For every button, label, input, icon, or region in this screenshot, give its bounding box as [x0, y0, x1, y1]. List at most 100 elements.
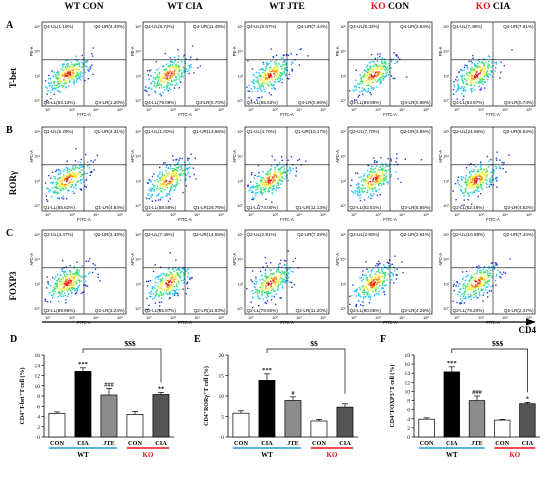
event-dot: [480, 168, 482, 171]
event-dot: [473, 68, 475, 70]
event-dot: [262, 186, 265, 189]
event-dot: [360, 180, 363, 182]
event-dot: [371, 77, 374, 79]
event-dot: [371, 173, 374, 175]
event-dot: [382, 75, 385, 78]
event-dot: [458, 71, 460, 73]
y-axis-label: APC-A: [29, 150, 34, 163]
event-dot: [355, 172, 357, 174]
event-dot: [368, 176, 371, 179]
event-dot: [474, 189, 476, 192]
event-dot: [458, 283, 460, 285]
event-dot: [463, 195, 465, 197]
x-tick-label: 10⁴: [502, 316, 508, 320]
event-dot: [377, 79, 379, 81]
event-dot: [249, 187, 251, 189]
event-dot: [279, 174, 281, 177]
event-dot: [173, 275, 175, 278]
event-dot: [171, 171, 173, 174]
event-dot: [364, 291, 366, 293]
event-dot: [371, 78, 373, 80]
event-dot: [386, 68, 388, 70]
significance-mark: **: [158, 385, 165, 392]
event-dot: [467, 297, 470, 299]
event-dot: [471, 176, 473, 178]
event-dot: [158, 192, 160, 195]
event-dot: [471, 170, 473, 172]
event-dot: [182, 279, 184, 282]
event-dot: [147, 194, 149, 196]
event-dot: [257, 87, 259, 89]
event-dot: [181, 157, 183, 160]
event-dot: [259, 87, 261, 89]
event-dot: [161, 280, 163, 282]
event-dot: [90, 171, 93, 174]
event-dot: [480, 179, 482, 181]
event-dot: [176, 273, 179, 275]
event-dot: [160, 190, 162, 192]
event-dot: [470, 184, 472, 187]
y-tick-label: 10⁵: [443, 233, 449, 237]
event-dot: [462, 295, 464, 298]
event-dot: [262, 282, 264, 284]
event-dot: [355, 79, 357, 81]
event-dot: [56, 76, 59, 79]
event-dot: [357, 192, 359, 194]
event-dot: [169, 57, 172, 59]
event-dot: [72, 277, 75, 279]
event-dot: [486, 173, 488, 176]
event-dot: [273, 184, 275, 186]
event-dot: [66, 290, 69, 292]
event-dot: [154, 277, 156, 279]
event-dot: [182, 288, 184, 290]
event-dot: [387, 165, 390, 167]
event-dot: [367, 88, 370, 90]
event-dot: [277, 285, 279, 288]
event-dot: [60, 295, 62, 297]
event-dot: [473, 191, 475, 193]
event-dot: [492, 170, 495, 172]
event-dot: [175, 169, 177, 171]
event-dot: [57, 86, 60, 88]
event-dot: [471, 66, 473, 68]
event-dot: [275, 270, 278, 273]
event-dot: [171, 289, 173, 292]
event-dot: [363, 74, 366, 77]
event-dot: [167, 286, 169, 288]
event-dot: [46, 87, 48, 89]
scatter-cloud: [452, 49, 513, 101]
event-dot: [490, 158, 492, 161]
event-dot: [370, 177, 372, 180]
event-dot: [503, 271, 505, 273]
event-dot: [394, 77, 396, 80]
event-dot: [380, 184, 383, 186]
event-dot: [362, 301, 364, 303]
event-dot: [86, 285, 89, 287]
event-dot: [280, 168, 282, 170]
event-dot: [364, 69, 366, 71]
column-title: KO CIA: [476, 2, 511, 12]
category-label: CIA: [339, 440, 351, 447]
event-dot: [257, 78, 259, 80]
event-dot: [83, 276, 86, 278]
event-dot: [63, 177, 65, 179]
event-dot: [277, 78, 279, 80]
event-dot: [387, 74, 389, 76]
x-axis-label: FITC-A: [77, 112, 91, 117]
event-dot: [50, 91, 52, 93]
event-dot: [493, 265, 495, 267]
event-dot: [486, 269, 489, 272]
event-dot: [165, 85, 168, 88]
event-dot: [488, 272, 491, 274]
event-dot: [166, 172, 169, 174]
event-dot: [460, 69, 462, 71]
event-dot: [260, 288, 263, 291]
event-dot: [76, 79, 78, 81]
column-title-text: WT JTE: [269, 2, 304, 12]
event-dot: [274, 172, 276, 174]
event-dot: [252, 306, 254, 309]
event-dot: [57, 182, 59, 184]
event-dot: [462, 82, 464, 84]
event-dot: [150, 291, 152, 293]
event-dot: [268, 190, 270, 192]
